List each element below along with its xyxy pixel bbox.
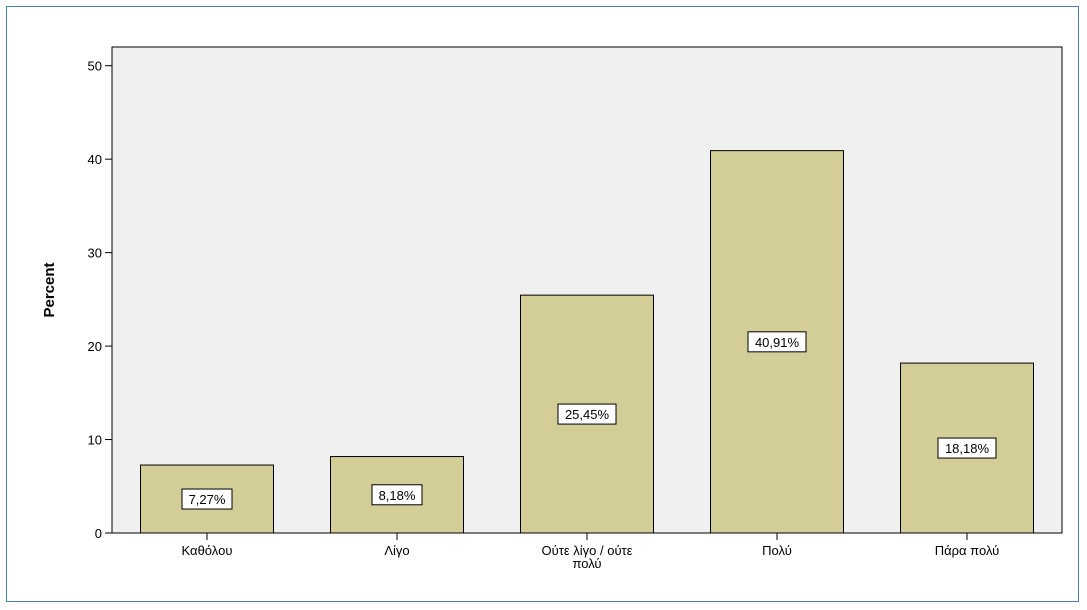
- x-tick-label: Πολύ: [762, 543, 792, 558]
- data-label-box: [747, 331, 807, 353]
- data-label: 25,45%: [565, 407, 610, 422]
- data-label-box: [371, 484, 423, 506]
- x-axis: Καθόλου Λίγο Ούτε λίγο / ούτε πολύ Πολύ Πάρα …: [182, 533, 1000, 571]
- y-tick-label: 50: [88, 59, 102, 74]
- x-tick-label: Λίγο: [384, 543, 409, 558]
- data-label-box: [937, 437, 997, 459]
- x-tick-label: Καθόλου: [182, 543, 233, 558]
- x-tick-label: Ούτε λίγο / ούτε πολύ: [542, 543, 633, 571]
- data-label: 18,18%: [945, 441, 990, 456]
- y-tick-label: 20: [88, 339, 102, 354]
- x-tick-label: Πάρα πολύ: [935, 543, 1000, 558]
- data-label-box: [181, 488, 233, 510]
- y-tick-label: 10: [88, 433, 102, 448]
- y-tick-label: 30: [88, 246, 102, 261]
- data-label-box: [557, 403, 617, 425]
- y-tick-label: 40: [88, 152, 102, 167]
- data-label: 40,91%: [755, 335, 800, 350]
- y-axis: 0 10 20 30 40 50: [88, 59, 112, 541]
- data-label: 8,18%: [379, 488, 416, 503]
- data-label: 7,27%: [189, 492, 226, 507]
- y-tick-label: 0: [95, 526, 102, 541]
- y-axis-label: Percent: [41, 262, 58, 317]
- bars-group: 7,27% 8,18% 25,45% 40,91% 18,18%: [140, 150, 1034, 534]
